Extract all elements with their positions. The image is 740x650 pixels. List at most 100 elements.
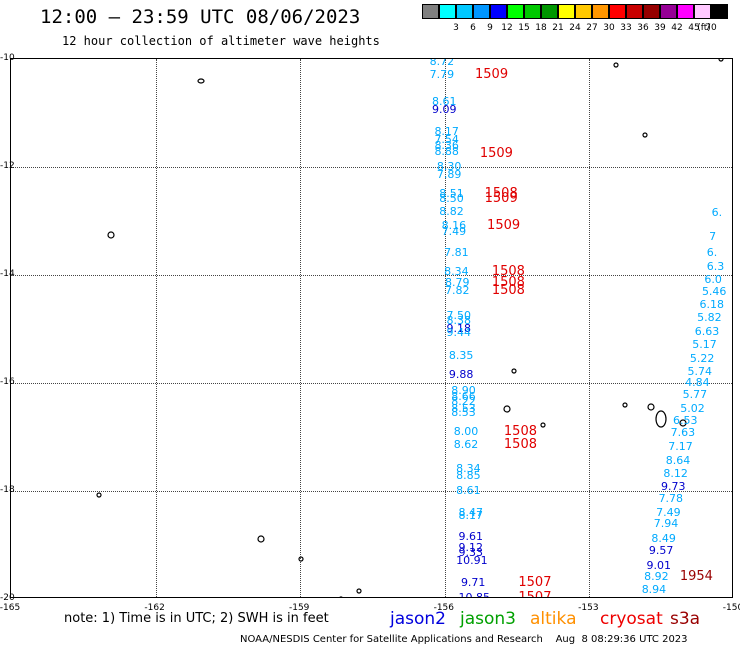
wave-height-label: 6.63 (694, 324, 720, 338)
wave-height-label: 7.89 (436, 168, 462, 182)
wave-height-label: 5.17 (692, 338, 717, 352)
satellite-legend-s3a: s3a (670, 609, 701, 629)
pass-time-label: 1507 (518, 574, 552, 590)
scale-swatch (592, 4, 609, 19)
pass-time-label: 1508 (503, 423, 537, 439)
wave-height-label: 7.50 (446, 308, 471, 322)
wave-height-label: 8.79 (445, 276, 470, 290)
island-outline (257, 535, 265, 543)
scale-tick-label: 21 (552, 23, 564, 33)
wave-height-label: 8.61 (432, 95, 457, 109)
wave-height-label: 7.54 (434, 133, 459, 146)
wave-height-label: 10.85 (458, 590, 491, 598)
wave-height-label: 4.84 (685, 376, 710, 389)
scale-swatch (439, 4, 456, 19)
latitude-tick-label: -10 (0, 53, 15, 63)
scale-swatch (558, 4, 575, 19)
scale-tick-label: 33 (620, 23, 632, 33)
wave-height-label: 5.77 (682, 388, 708, 402)
wave-height-label: 7.17 (668, 439, 693, 453)
wave-height-label: 8.94 (641, 582, 667, 596)
latitude-gridline (11, 383, 732, 384)
pass-time-label: 1508 (503, 437, 537, 453)
latitude-tick-label: -14 (0, 269, 15, 279)
units-note: note: 1) Time is in UTC; 2) SWH is in fe… (64, 611, 329, 626)
longitude-gridline (444, 59, 446, 597)
wave-height-label: 7.82 (445, 284, 470, 298)
island-outline (107, 231, 115, 239)
pass-time-label: 1954 (679, 569, 713, 585)
wave-height-label: 8.72 (429, 58, 455, 68)
scale-swatch (643, 4, 660, 19)
pass-time-label: 1508 (491, 264, 525, 280)
wave-height-label: 5.22 (689, 351, 715, 365)
wave-height-label: 8.85 (456, 468, 481, 482)
longitude-tick-label: -150 (722, 603, 740, 613)
scale-swatch (507, 4, 524, 19)
wave-height-label: 8.53 (451, 405, 476, 419)
scale-tick-label: 24 (569, 23, 581, 33)
wave-height-label: 9.12 (458, 540, 484, 554)
island-outline (511, 368, 517, 374)
wave-height-label: 9.61 (458, 529, 484, 543)
wave-height-label: 6. (711, 205, 723, 219)
scale-tick-label: 27 (586, 23, 598, 33)
island-outline (622, 402, 628, 408)
wave-height-label: 7.49 (441, 224, 467, 238)
latitude-gridline (11, 275, 732, 276)
map-area[interactable]: 8.72 7.79 8.61 9.09 8.17 7.54 8.36 8.88 8.30 7.89… (10, 58, 733, 598)
island-outline (642, 132, 648, 138)
scale-tick-label: 12 (501, 23, 513, 33)
wave-height-label: 9.01 (646, 558, 672, 572)
satellite-legend-jason2: jason2 (390, 609, 446, 629)
wave-height-label: 8.61 (456, 484, 481, 497)
island-outline (647, 403, 655, 411)
pass-time-label: 1509 (484, 191, 518, 207)
island-outline (503, 405, 511, 413)
wave-height-label: 9.18 (446, 322, 471, 335)
wave-height-label: 8.17 (458, 509, 484, 523)
scale-swatch (524, 4, 541, 19)
wave-height-label: 8.49 (651, 531, 676, 545)
scale-swatch (490, 4, 507, 19)
wave-height-label: 6. (706, 246, 718, 260)
scale-swatch (660, 4, 677, 19)
longitude-gridline (589, 59, 591, 597)
wave-height-label: 8.00 (453, 424, 479, 438)
island-outline (613, 62, 619, 68)
wave-height-label: 7.94 (653, 517, 679, 531)
scale-tick-label: 18 (535, 23, 547, 33)
wave-height-label: 8.64 (665, 454, 691, 468)
wave-height-label: 8.82 (439, 204, 464, 218)
wave-height-label: 8.16 (441, 219, 467, 233)
wave-height-label: 8.35 (448, 349, 474, 362)
longitude-tick-label: -156 (433, 603, 455, 613)
scale-swatch (541, 4, 558, 19)
wave-height-label: 7.81 (444, 246, 469, 260)
scale-tick-label: 15 (518, 23, 530, 33)
wave-height-label: 8.66 (451, 389, 476, 403)
scale-tick-label: 6 (470, 23, 476, 33)
scale-swatch (575, 4, 592, 19)
scale-swatch (609, 4, 626, 19)
island-outline (655, 410, 667, 428)
pass-time-label: 1509 (487, 218, 521, 234)
wave-height-label: 5.82 (697, 311, 722, 325)
scale-unit-label: (ft) (697, 23, 711, 33)
wave-height-label: 7.49 (656, 505, 681, 519)
island-outline (339, 596, 343, 597)
longitude-gridline (155, 59, 157, 597)
scale-swatch (677, 4, 694, 19)
scale-tick-label: 45 (688, 23, 700, 33)
scale-swatch (711, 4, 728, 19)
wave-height-label: 5.02 (680, 401, 705, 415)
wave-height-label: 8.88 (434, 144, 459, 158)
longitude-tick-label: -165 (0, 603, 21, 613)
wave-height-label: 9.44 (446, 326, 471, 340)
island-outline (197, 78, 205, 84)
pass-time-label: 1509 (479, 145, 513, 161)
scale-tick-label: 70 (705, 23, 717, 33)
wave-height-label: 10.91 (456, 554, 488, 568)
wave-height-label: 9.73 (660, 479, 686, 493)
pass-time-label: 1508 (491, 275, 525, 291)
